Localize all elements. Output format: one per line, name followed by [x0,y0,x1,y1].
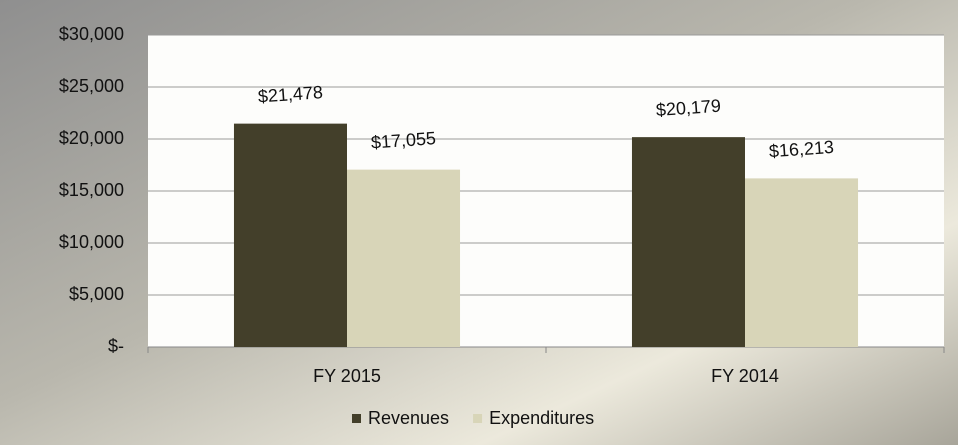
x-tick-label: FY 2014 [711,366,779,386]
y-tick-label: $- [108,336,124,356]
y-tick-label: $30,000 [59,24,124,44]
value-label: $16,213 [768,137,834,161]
y-tick-label: $15,000 [59,180,124,200]
y-tick-label: $5,000 [69,284,124,304]
value-label: $20,179 [655,96,721,120]
x-tick-label: FY 2015 [313,366,381,386]
value-label: $17,055 [370,128,436,152]
bar [347,169,461,347]
legend-swatch [473,414,483,423]
legend-label: Expenditures [489,408,594,428]
y-tick-label: $10,000 [59,232,124,252]
bar [745,178,859,347]
legend-label: Revenues [368,408,449,428]
value-label: $21,478 [257,82,323,106]
y-tick-label: $20,000 [59,128,124,148]
y-tick-label: $25,000 [59,76,124,96]
bar [631,137,745,347]
legend-swatch [352,414,361,423]
bar [233,123,347,347]
